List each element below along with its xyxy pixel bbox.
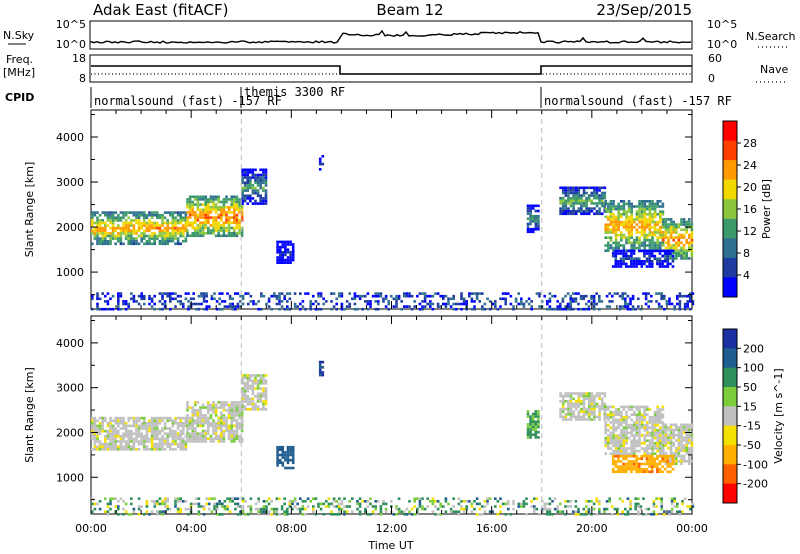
noise-trace (90, 29, 692, 44)
beam-title: Beam 12 (376, 1, 443, 19)
nsearch-tick-top: 10^5 (707, 18, 737, 31)
power-y-tick-label: 3000 (56, 176, 84, 189)
nave-tick-top: 60 (708, 52, 722, 65)
velocity-y-tick-label: 4000 (56, 337, 84, 350)
power-region-3 (276, 240, 295, 264)
power-y-tick-label: 1000 (56, 266, 84, 279)
power-y-tick-label: 2000 (56, 221, 84, 234)
velocity-colorbar-tick: 200 (743, 342, 764, 355)
freq-trace (91, 65, 692, 75)
velocity-panel: Slant Range [km] 1000 2000 3000 4000 00:00 04:… (23, 315, 708, 535)
power-region-2 (241, 168, 268, 205)
date-title: 23/Sep/2015 (596, 1, 692, 19)
x-tick-label: 00:00 (676, 522, 708, 535)
velocity-colorbar-tick: 100 (743, 362, 764, 375)
power-colorbar: 4 8 12 16 20 24 28 Power [dB] (722, 120, 773, 298)
velocity-region-2 (241, 374, 268, 411)
power-region-10 (91, 292, 695, 311)
velocity-y-tick-label: 2000 (56, 426, 84, 439)
power-plot-frame (90, 109, 693, 310)
cpid-segment-1: normalsound (fast) -157 RF (94, 94, 282, 108)
velocity-plot-frame (90, 315, 693, 515)
power-colorbar-tick: 4 (743, 269, 750, 282)
cpid-label: CPID (5, 91, 34, 104)
cpid-strip: CPID normalsound (fast) -157 RF themis 3… (5, 85, 732, 108)
x-tick-label: 00:00 (75, 522, 107, 535)
x-tick-label: 20:00 (576, 522, 608, 535)
x-tick-label: 16:00 (476, 522, 508, 535)
velocity-region-10 (91, 497, 695, 516)
power-region-0 (91, 211, 188, 246)
velocity-region-5 (526, 410, 540, 439)
nsky-tick-bottom: 10^0 (56, 38, 86, 51)
power-panel: Slant Range [km] 1000 2000 3000 4000 (23, 109, 695, 311)
power-colorbar-tick: 8 (743, 247, 750, 260)
freq-unit-label: [MHz] (3, 66, 35, 79)
x-tick-label: 08:00 (275, 522, 307, 535)
x-tick-label: 12:00 (376, 522, 408, 535)
power-region-8 (662, 218, 694, 260)
power-region-5 (526, 204, 540, 234)
cpid-segment-2: themis 3300 RF (244, 85, 345, 99)
freq-label: Freq. (6, 53, 33, 66)
power-colorbar-tick: 20 (743, 181, 757, 194)
power-y-tick-label: 4000 (56, 131, 84, 144)
velocity-region-4 (318, 360, 325, 377)
power-colorbar-tick: 24 (743, 159, 757, 172)
velocity-colorbar-tick: 50 (743, 381, 757, 394)
power-region-4 (318, 155, 325, 171)
velocity-colorbar-label: Velocity [m s^-1] (772, 368, 785, 463)
velocity-colorbar-tick: -200 (743, 478, 768, 491)
nsearch-label: N.Search (746, 30, 796, 43)
nsky-label: N.Sky (3, 29, 35, 42)
velocity-y-axis-label: Slant Range [km] (23, 367, 36, 463)
nave-tick-bottom: 0 (708, 72, 715, 85)
velocity-colorbar-tick: -15 (743, 420, 761, 433)
nsky-tick-top: 10^5 (56, 18, 86, 31)
velocity-region-6 (559, 392, 607, 421)
velocity-region-0 (91, 416, 188, 451)
velocity-region-3 (276, 445, 295, 470)
velocity-y-tick-label: 3000 (56, 382, 84, 395)
nave-label: Nave (760, 63, 788, 76)
power-region-9 (611, 249, 675, 268)
power-region-7 (604, 200, 665, 252)
power-colorbar-tick: 12 (743, 225, 757, 238)
power-region-6 (559, 186, 607, 216)
noise-panel: N.Sky 10^5 10^0 10^5 10^0 N.Search (3, 18, 796, 51)
cpid-segment-3: normalsound (fast) -157 RF (544, 94, 732, 108)
x-axis-label: Time UT (367, 539, 413, 552)
velocity-colorbar-tick: -50 (743, 439, 761, 452)
velocity-colorbar-tick: 15 (743, 400, 757, 413)
velocity-y-tick-label: 1000 (56, 471, 84, 484)
velocity-colorbar-tick: -100 (743, 458, 768, 471)
power-y-axis-label: Slant Range [km] (23, 162, 36, 258)
power-region-1 (186, 195, 244, 238)
velocity-region-1 (186, 401, 244, 443)
freq-panel: Freq. [MHz] 18 8 60 0 Nave (3, 52, 788, 85)
velocity-region-8 (662, 423, 694, 466)
freq-tick-top: 18 (72, 52, 86, 65)
freq-tick-bottom: 8 (79, 72, 86, 85)
power-colorbar-tick: 16 (743, 203, 757, 216)
power-colorbar-tick: 28 (743, 137, 757, 150)
velocity-colorbar: 200 100 50 15 -15 -50 -100 -200 Velocity [m s^-1… (722, 328, 785, 504)
radar-title: Adak East (fitACF) (93, 1, 228, 19)
velocity-region-7 (604, 405, 665, 455)
nsearch-tick-bottom: 10^0 (707, 38, 737, 51)
x-tick-label: 04:00 (175, 522, 207, 535)
velocity-region-9 (611, 454, 675, 474)
power-colorbar-label: Power [dB] (760, 179, 773, 239)
